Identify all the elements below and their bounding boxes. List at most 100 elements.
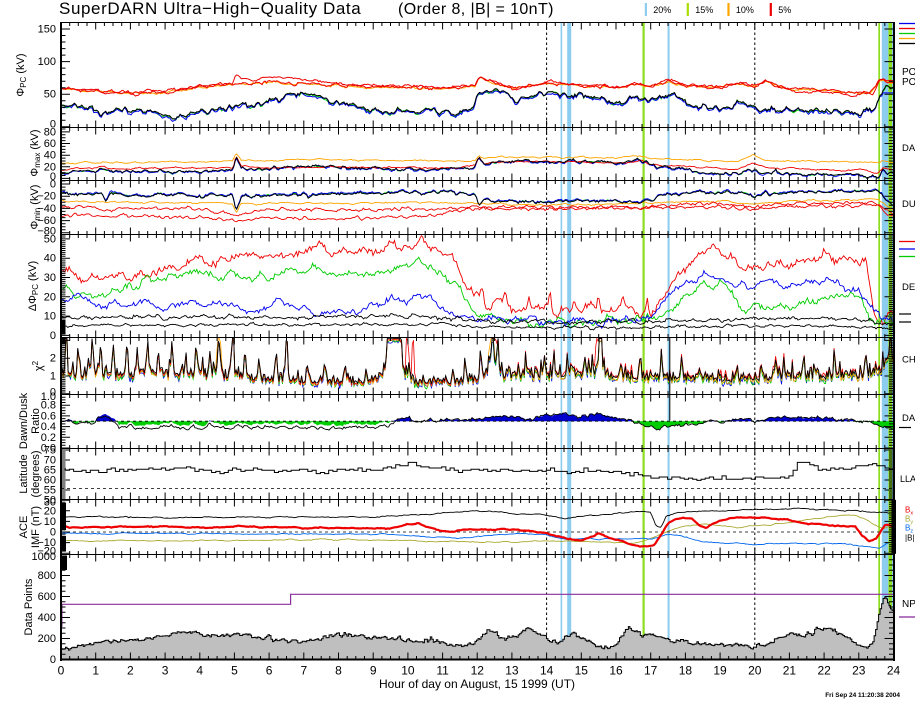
svg-text:400: 400	[38, 612, 56, 624]
svg-text:20: 20	[748, 664, 762, 678]
svg-text:10: 10	[401, 664, 415, 678]
svg-text:20: 20	[44, 291, 56, 303]
svg-text:22: 22	[817, 664, 831, 678]
svg-text:−20: −20	[37, 191, 56, 203]
svg-text:40: 40	[44, 150, 56, 162]
svg-text:70: 70	[44, 455, 56, 467]
svg-text:23: 23	[852, 664, 866, 678]
svg-text:5%: 5%	[778, 5, 791, 15]
svg-text:DELT: DELT	[902, 282, 915, 293]
svg-text:Φmin (kV): Φmin (kV)	[29, 185, 42, 230]
svg-text:−20: −20	[37, 546, 56, 558]
svg-text:0: 0	[50, 386, 56, 398]
svg-text:65: 65	[44, 465, 56, 477]
svg-text:−80: −80	[37, 225, 56, 237]
svg-text:15: 15	[575, 664, 589, 678]
svg-text:ΔΦPC (kV): ΔΦPC (kV)	[27, 261, 40, 311]
svg-text:−10: −10	[37, 537, 56, 549]
svg-text:2: 2	[50, 353, 56, 365]
svg-text:60: 60	[44, 138, 56, 150]
svg-text:0.4: 0.4	[41, 421, 56, 433]
svg-text:0: 0	[50, 118, 56, 130]
svg-text:20: 20	[44, 505, 56, 517]
svg-text:POT: POT	[902, 77, 915, 88]
svg-text:16: 16	[609, 664, 623, 678]
svg-text:6: 6	[266, 664, 273, 678]
svg-text:−60: −60	[37, 215, 56, 227]
svg-text:0: 0	[50, 527, 56, 539]
svg-text:8: 8	[335, 664, 342, 678]
svg-text:DAWN: DAWN	[902, 413, 915, 424]
svg-text:10: 10	[44, 311, 56, 323]
svg-text:50: 50	[44, 89, 56, 101]
svg-text:1: 1	[92, 664, 99, 678]
svg-text:75: 75	[44, 445, 56, 457]
svg-text:LLAT: LLAT	[900, 474, 915, 484]
svg-text:−40: −40	[37, 203, 56, 215]
svg-text:7: 7	[300, 664, 307, 678]
svg-text:DUSK: DUSK	[902, 199, 915, 210]
svg-text:3: 3	[162, 664, 169, 678]
svg-text:1.0: 1.0	[41, 391, 56, 403]
svg-text:ΦPC (kV): ΦPC (kV)	[15, 53, 28, 96]
svg-text:12: 12	[471, 664, 485, 678]
svg-text:0.0: 0.0	[41, 443, 56, 455]
svg-text:4: 4	[196, 664, 203, 678]
svg-text:24: 24	[887, 664, 901, 678]
svg-text:55: 55	[44, 485, 56, 497]
svg-text:|B|: |B|	[905, 534, 915, 543]
svg-text:17: 17	[644, 664, 658, 678]
svg-text:60: 60	[44, 475, 56, 487]
svg-text:CHI: CHI	[902, 355, 915, 366]
svg-text:800: 800	[38, 570, 56, 582]
svg-text:50: 50	[44, 233, 56, 245]
svg-text:Ratio: Ratio	[30, 408, 42, 434]
svg-text:20: 20	[44, 161, 56, 173]
svg-text:Φmax (kV): Φmax (kV)	[29, 129, 42, 176]
svg-text:2: 2	[127, 664, 134, 678]
svg-text:600: 600	[38, 591, 56, 603]
svg-text:χ2: χ2	[31, 360, 45, 371]
svg-text:13: 13	[505, 664, 519, 678]
svg-text:0: 0	[50, 654, 56, 666]
svg-text:0.8: 0.8	[41, 400, 56, 412]
svg-text:1000: 1000	[32, 551, 56, 563]
svg-text:50: 50	[44, 495, 56, 507]
svg-text:14: 14	[540, 664, 554, 678]
svg-text:Dawn/Dusk: Dawn/Dusk	[18, 392, 30, 449]
svg-text:Hour of day on August, 15 1999: Hour of day on August, 15 1999 (UT)	[379, 677, 575, 691]
svg-text:40: 40	[44, 253, 56, 265]
svg-text:80: 80	[44, 126, 56, 138]
svg-text:NPTS: NPTS	[902, 599, 915, 610]
svg-text:By: By	[905, 515, 913, 526]
svg-text:Fri Sep 24 11:20:38 2004: Fri Sep 24 11:20:38 2004	[825, 692, 900, 699]
svg-text:150: 150	[38, 24, 56, 36]
svg-text:SuperDARN Ultra−High−Quality D: SuperDARN Ultra−High−Quality Data	[59, 0, 361, 18]
svg-text:20%: 20%	[653, 5, 671, 15]
svg-text:DAY: DAY	[902, 143, 915, 154]
svg-text:0.6: 0.6	[41, 410, 56, 422]
svg-text:0: 0	[58, 664, 65, 678]
svg-text:0.2: 0.2	[41, 432, 56, 444]
svg-text:30: 30	[44, 497, 56, 509]
svg-text:(degrees): (degrees)	[30, 450, 42, 497]
svg-text:Bx: Bx	[905, 506, 913, 517]
svg-text:(Order 8, |B| = 10nT): (Order 8, |B| = 10nT)	[398, 1, 554, 18]
svg-text:POT: POT	[902, 67, 915, 78]
svg-text:Bz: Bz	[905, 524, 913, 535]
svg-text:5: 5	[231, 664, 238, 678]
svg-text:19: 19	[713, 664, 727, 678]
svg-text:18: 18	[679, 664, 693, 678]
svg-text:0: 0	[50, 171, 56, 183]
svg-text:11: 11	[436, 664, 449, 678]
svg-text:1: 1	[50, 371, 56, 383]
svg-text:10%: 10%	[736, 5, 754, 15]
svg-text:IMF (nT): IMF (nT)	[30, 506, 42, 548]
svg-text:Latitude: Latitude	[18, 454, 30, 493]
svg-text:Data Points: Data Points	[23, 578, 35, 635]
svg-text:100: 100	[38, 56, 56, 68]
svg-text:30: 30	[44, 272, 56, 284]
svg-text:ACE: ACE	[18, 516, 30, 539]
svg-text:0: 0	[50, 179, 56, 191]
svg-text:21: 21	[783, 664, 797, 678]
